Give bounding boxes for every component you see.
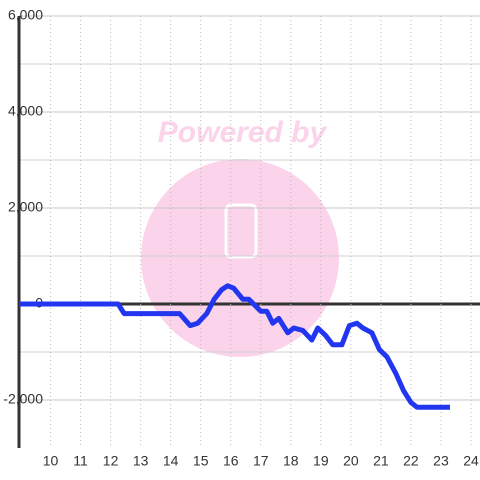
y-tick-label: 6,000: [8, 7, 43, 23]
x-tick-label: 12: [103, 453, 119, 469]
y-tick-label: 2,000: [8, 199, 43, 215]
data-line: [19, 283, 450, 410]
watermark-icon: [224, 203, 258, 259]
y-tick-label: 4,000: [8, 103, 43, 119]
x-tick-label: 17: [253, 453, 269, 469]
x-tick-label: 19: [313, 453, 329, 469]
x-tick-label: 22: [403, 453, 419, 469]
watermark-text: Powered by: [158, 116, 328, 149]
x-tick-label: 16: [223, 453, 239, 469]
x-tick-label: 18: [283, 453, 299, 469]
x-tick-label: 10: [43, 453, 59, 469]
x-tick-label: 15: [193, 453, 209, 469]
x-tick-label: 14: [163, 453, 179, 469]
x-tick-label: 13: [133, 453, 149, 469]
x-tick-label: 23: [433, 453, 449, 469]
y-tick-label: -2,000: [3, 391, 43, 407]
x-tick-label: 21: [373, 453, 389, 469]
x-tick-label: 24: [463, 453, 479, 469]
x-tick-label: 20: [343, 453, 359, 469]
x-tick-label: 11: [73, 453, 88, 469]
